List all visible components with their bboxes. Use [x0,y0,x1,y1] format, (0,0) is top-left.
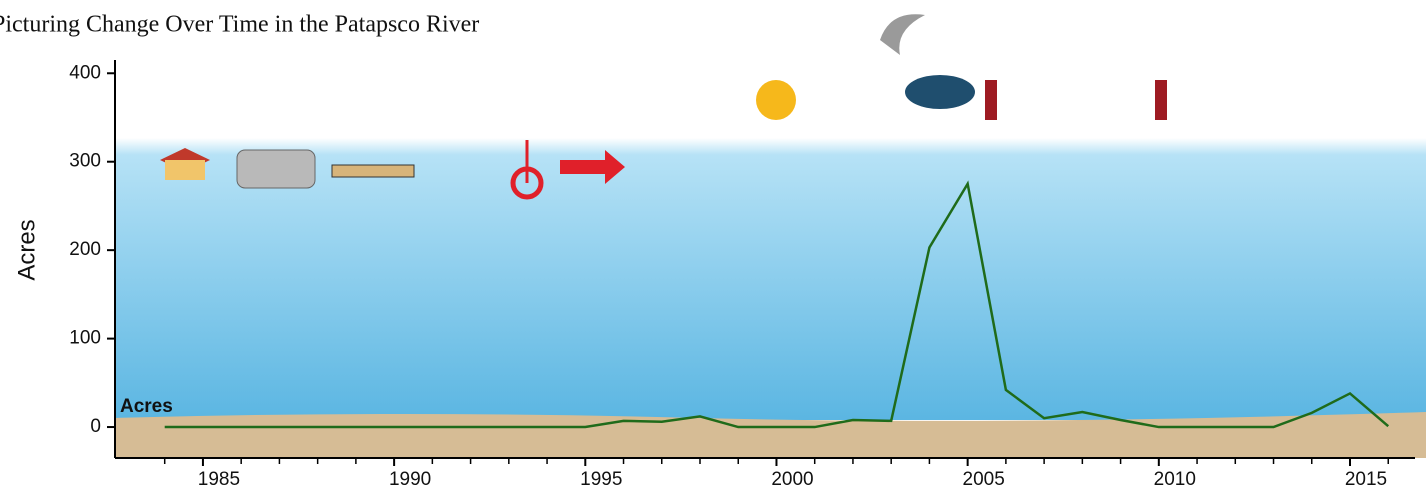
y-tick-label: 300 [69,151,101,172]
icons [160,14,1167,200]
x-tick-label: 2015 [1345,469,1387,490]
x-tick-label: 1985 [198,469,240,490]
y-tick-label: 0 [90,416,101,437]
sediment [115,412,1426,458]
x-tick-label: 2010 [1154,469,1196,490]
x-tick-label: 2005 [963,469,1005,490]
x-tick-label: 1990 [389,469,431,490]
x-tick-label: 1995 [580,469,622,490]
water [115,138,1426,420]
legend-label: Acres [120,396,173,417]
y-tick-label: 400 [69,62,101,83]
data-line [164,180,1390,429]
y-axis-label: Acres [13,219,40,280]
y-tick-label: 100 [69,328,101,349]
x-tick-label: 2000 [771,469,813,490]
chart-title: Picturing Change Over Time in the Pataps… [0,12,479,38]
y-tick-label: 200 [69,239,101,260]
